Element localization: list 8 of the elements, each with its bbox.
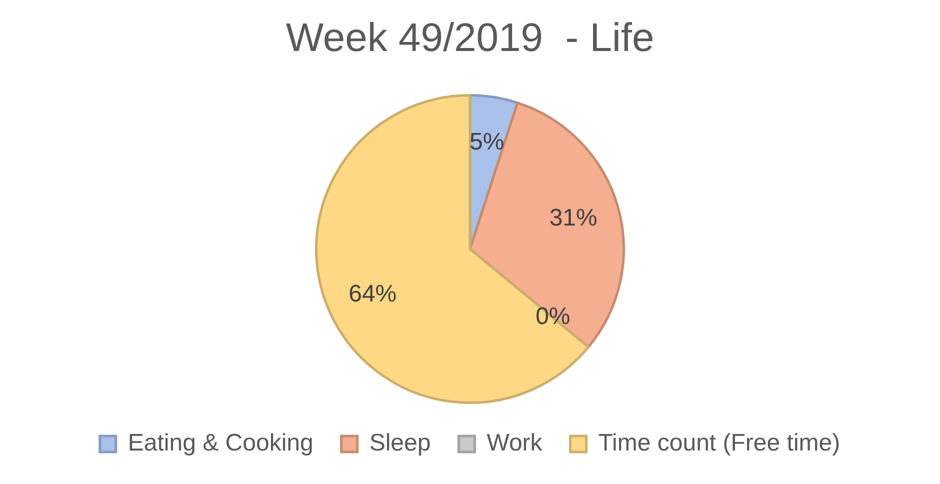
legend-label: Work (486, 430, 544, 457)
data-label: 31% (549, 204, 598, 232)
legend-label: Time count (Free time) (598, 430, 840, 457)
legend-label: Eating & Cooking (128, 430, 314, 457)
text: 0% (536, 303, 570, 330)
data-label: 64% (348, 280, 397, 308)
chart-title: Week 49/2019 - Life (286, 16, 654, 60)
legend-label: Sleep (369, 430, 431, 457)
